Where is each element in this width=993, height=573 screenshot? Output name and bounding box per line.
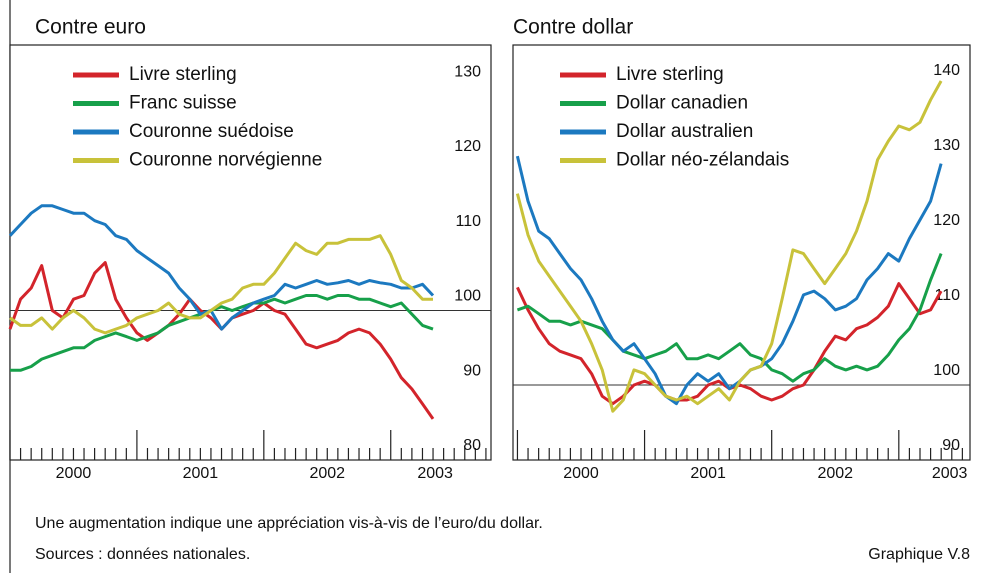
panel-title: Contre dollar — [513, 16, 633, 39]
y-tick-label: 90 — [942, 437, 960, 454]
note: Une augmentation indique une appréciatio… — [35, 515, 543, 532]
series-line — [515, 155, 943, 406]
x-tick-label: 2002 — [309, 465, 345, 482]
x-tick-label: 2000 — [563, 465, 599, 482]
x-tick-label: 2000 — [56, 465, 92, 482]
source: Sources : données nationales. — [35, 546, 250, 563]
plot-frame — [512, 44, 971, 461]
y-tick-label: 120 — [933, 212, 960, 229]
x-tick-label: 2003 — [932, 465, 968, 482]
series-line — [516, 253, 943, 383]
y-tick-label: 100 — [454, 288, 481, 305]
series-line — [515, 80, 943, 413]
x-tick-label: 2003 — [417, 465, 453, 482]
x-tick-label: 2001 — [183, 465, 219, 482]
series-line — [10, 294, 434, 372]
legend-label: Dollar australien — [616, 121, 753, 142]
legend-label: Dollar canadien — [616, 93, 748, 114]
series-line — [9, 234, 433, 335]
x-tick-label: 2001 — [690, 465, 726, 482]
y-tick-label: 110 — [455, 213, 481, 230]
legend-label: Livre sterling — [616, 64, 724, 85]
legend-label: Couronne suédoise — [129, 121, 294, 142]
legend-label: Livre sterling — [129, 64, 237, 85]
series-line — [8, 204, 435, 331]
y-tick-label: 140 — [933, 62, 960, 79]
x-tick-label: 2002 — [817, 465, 853, 482]
legend-label: Dollar néo-zélandais — [616, 150, 789, 171]
legend-label: Franc suisse — [129, 93, 237, 114]
y-tick-label: 80 — [463, 437, 481, 454]
y-tick-label: 100 — [933, 362, 960, 379]
figure-label: Graphique V.8 — [868, 546, 970, 563]
panel-title: Contre euro — [35, 16, 146, 39]
y-tick-label: 120 — [454, 138, 481, 155]
y-tick-label: 130 — [454, 63, 481, 80]
legend-label: Couronne norvégienne — [129, 150, 322, 171]
y-tick-label: 90 — [463, 362, 481, 379]
plot-frame — [9, 44, 492, 461]
y-tick-label: 130 — [933, 137, 960, 154]
